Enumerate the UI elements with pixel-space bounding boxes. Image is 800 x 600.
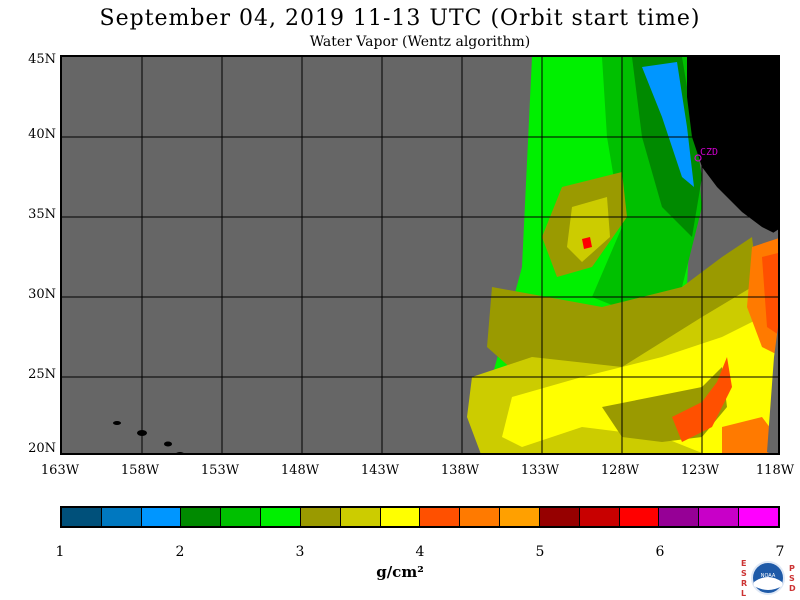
logo-letter-l: L (741, 589, 746, 598)
lat-label-25n: 25N (28, 367, 56, 382)
lon-label-163w: 163W (40, 463, 80, 478)
colorbar-segment (659, 508, 700, 526)
colorbar-segment (699, 508, 740, 526)
station-label: CZD (700, 147, 719, 158)
colorbar-segment (141, 508, 182, 526)
logo-letter-d: D (789, 584, 796, 593)
lat-label-20n: 20N (28, 441, 56, 456)
swath-orange-southeast (722, 417, 777, 453)
gridlines (62, 57, 778, 453)
lat-label-40n: 40N (28, 127, 56, 142)
colorbar-tick-3: 3 (295, 544, 305, 560)
colorbar-segment (619, 508, 660, 526)
island-maui (164, 441, 172, 447)
noaa-esrl-psd-logo: E S R L P S D NOAA (741, 559, 796, 598)
colorbar-units: g/cm² (376, 563, 424, 581)
swath-red-spot (582, 237, 592, 249)
logo-letter-e: E (741, 559, 746, 568)
island-kauai (113, 421, 121, 425)
colorbar-segment (579, 508, 620, 526)
colorbar-tick-5: 5 (535, 544, 545, 560)
lon-label-128w: 128W (600, 463, 640, 478)
lat-label-45n: 45N (28, 52, 56, 67)
island-hawaii (176, 452, 184, 453)
lon-label-133w: 133W (520, 463, 560, 478)
colorbar-segment (221, 508, 262, 526)
logo-letter-p: P (789, 564, 795, 573)
logo-letter-r: R (741, 579, 747, 588)
colorbar-tick-7: 7 (775, 544, 785, 560)
colorbar-segment (101, 508, 142, 526)
colorbar-segment (380, 508, 421, 526)
logo-letter-s2: S (789, 574, 795, 583)
swath-green-dark (632, 57, 702, 237)
lon-label-143w: 143W (360, 463, 400, 478)
colorbar-segment (181, 508, 222, 526)
swath-red-orange-east (762, 253, 778, 335)
colorbar-segment (261, 508, 301, 526)
colorbar-tick-1: 1 (55, 544, 65, 560)
map-title: September 04, 2019 11-13 UTC (Orbit star… (99, 6, 701, 31)
colorbar-segment (539, 508, 580, 526)
colorbar-segment (340, 508, 381, 526)
colorbar-segment (300, 508, 341, 526)
lat-label-35n: 35N (28, 207, 56, 222)
swath-blue (642, 62, 694, 187)
lon-label-153w: 153W (200, 463, 240, 478)
lon-label-123w: 123W (680, 463, 720, 478)
swath-orange-band (672, 357, 732, 442)
lon-label-148w: 148W (280, 463, 320, 478)
map-subtitle: Water Vapor (Wentz algorithm) (309, 34, 531, 50)
colorbar-segment (420, 508, 461, 526)
colorbar-tick-2: 2 (175, 544, 185, 560)
lon-label-158w: 158W (120, 463, 160, 478)
lon-label-118w: 118W (755, 463, 795, 478)
colorbar-segment (62, 508, 102, 526)
noaa-seal-text: NOAA (761, 573, 776, 579)
colorbar-tick-4: 4 (415, 544, 425, 560)
lon-label-138w: 138W (440, 463, 480, 478)
map-canvas (62, 57, 778, 453)
water-vapor-map (60, 55, 780, 455)
colorbar (60, 506, 780, 528)
colorbar-segment (739, 508, 778, 526)
noaa-bird-icon (754, 577, 782, 590)
colorbar-segment (500, 508, 540, 526)
colorbar-tick-6: 6 (655, 544, 665, 560)
lat-label-30n: 30N (28, 287, 56, 302)
logo-letter-s: S (741, 569, 747, 578)
station-marker-icon (694, 154, 702, 162)
land-north-america (687, 57, 778, 235)
colorbar-segment (460, 508, 501, 526)
swath-yellow-north (567, 197, 610, 262)
land-baja-gap (767, 229, 778, 453)
